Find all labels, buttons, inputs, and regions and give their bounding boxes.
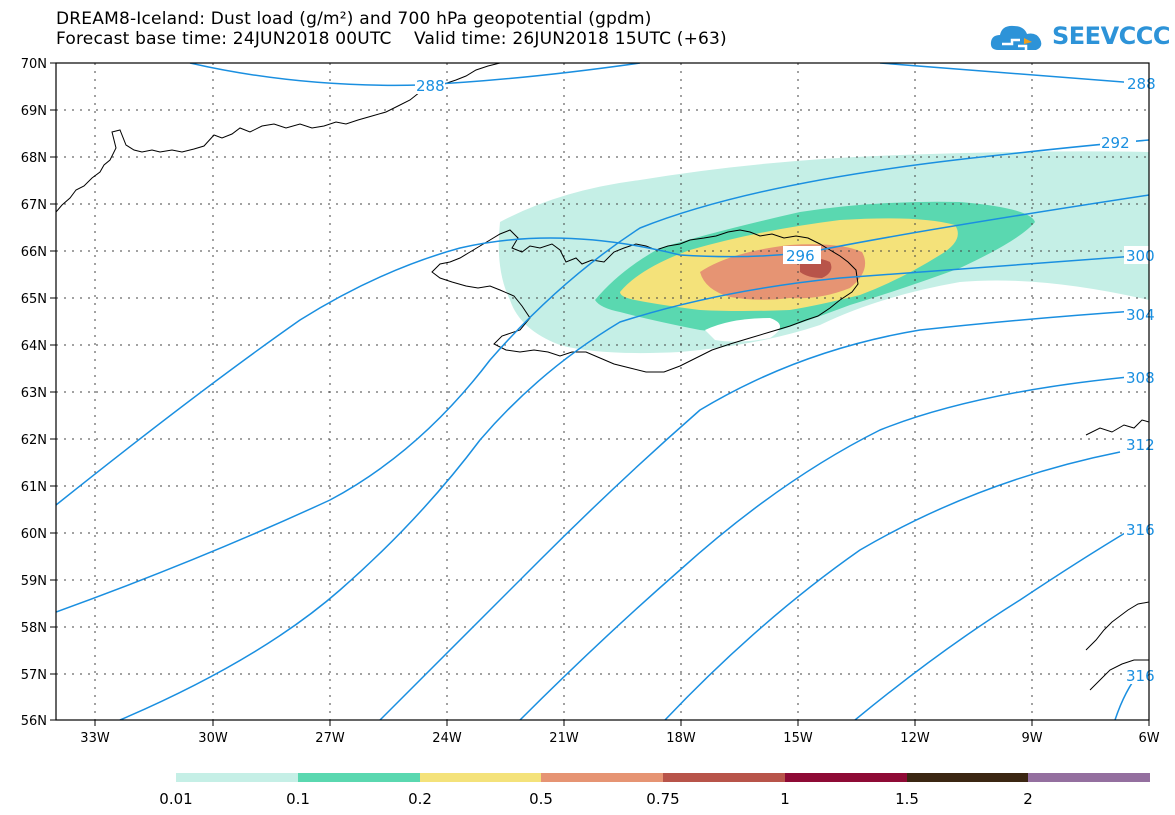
grid-lines xyxy=(56,63,1149,720)
lat-label: 61N xyxy=(21,480,47,495)
lon-label: 24W xyxy=(432,731,462,746)
colorbar: 0.01 0.1 0.2 0.5 0.75 1 1.5 2 xyxy=(0,760,1175,815)
lon-ticks xyxy=(94,720,1150,726)
logo-text: SEEVCCC xyxy=(1052,22,1171,50)
colorbar-segment xyxy=(1028,773,1150,782)
greenland-coast xyxy=(56,63,501,213)
iceland-coast xyxy=(431,229,859,373)
lat-label: 65N xyxy=(21,292,47,307)
contour-308 xyxy=(519,374,1149,720)
colorbar-segment xyxy=(541,773,663,782)
cloud-icon xyxy=(990,25,1042,50)
colorbar-label: 0.01 xyxy=(159,790,193,808)
lat-label: 66N xyxy=(21,245,47,260)
colorbar-label: 0.2 xyxy=(408,790,432,808)
lat-label: 69N xyxy=(21,104,47,119)
dust-level-0.5 xyxy=(700,244,866,300)
contour-label-292: 292 xyxy=(1101,134,1130,152)
contour-label-308: 308 xyxy=(1126,369,1155,387)
lon-label: 21W xyxy=(549,731,579,746)
colorbar-segment xyxy=(420,773,541,782)
lon-label: 30W xyxy=(198,731,228,746)
colorbar-segment xyxy=(663,773,785,782)
lat-label: 58N xyxy=(21,621,47,636)
map-title: DREAM8-Iceland: Dust load (g/m²) and 700… xyxy=(56,9,652,29)
lon-label: 27W xyxy=(315,731,345,746)
contour-304 xyxy=(379,309,1149,720)
lat-label: 60N xyxy=(21,527,47,542)
lon-label: 12W xyxy=(900,731,930,746)
lat-label: 67N xyxy=(21,198,47,213)
colorbar-segment xyxy=(785,773,907,782)
contour-labels: 288 288 292 296 300 304 308 312 316 316 xyxy=(415,74,1156,685)
geopotential-contours xyxy=(56,63,1149,720)
contour-label-288b: 288 xyxy=(1127,75,1156,93)
colorbar-segment xyxy=(298,773,420,782)
contour-label-316b: 316 xyxy=(1126,667,1155,685)
lat-label: 63N xyxy=(21,386,47,401)
contour-296 xyxy=(56,194,1149,506)
map-subtitle: Forecast base time: 24JUN2018 00UTC Vali… xyxy=(56,29,727,49)
lat-label: 57N xyxy=(21,668,47,683)
contour-label-296: 296 xyxy=(786,247,815,265)
lat-ticks xyxy=(50,62,56,721)
contour-label-312: 312 xyxy=(1126,436,1155,454)
lat-label: 56N xyxy=(21,714,47,729)
colorbar-segment xyxy=(907,773,1028,782)
lon-label: 6W xyxy=(1138,731,1159,746)
lon-label: 33W xyxy=(80,731,110,746)
colorbar-label: 1 xyxy=(780,790,790,808)
contour-label-300: 300 xyxy=(1126,247,1155,265)
contour-300 xyxy=(119,254,1149,720)
lat-label: 59N xyxy=(21,574,47,589)
colorbar-label: 2 xyxy=(1023,790,1033,808)
contour-292 xyxy=(56,139,1149,613)
dust-load-shading xyxy=(498,151,1149,354)
coastlines xyxy=(56,63,1149,691)
map-panel: 288 288 292 296 300 304 308 312 316 316 … xyxy=(21,57,1160,746)
lat-label: 68N xyxy=(21,151,47,166)
colorbar-label: 1.5 xyxy=(895,790,919,808)
contour-label-288: 288 xyxy=(416,77,445,95)
lat-label: 64N xyxy=(21,339,47,354)
colorbar-label: 0.75 xyxy=(646,790,680,808)
contour-312 xyxy=(664,451,1121,720)
lon-label: 18W xyxy=(666,731,696,746)
contour-288-b xyxy=(879,63,1149,85)
lon-label: 9W xyxy=(1021,731,1042,746)
white-gap xyxy=(705,318,780,342)
lat-label: 70N xyxy=(21,57,47,72)
norway-coast xyxy=(1085,419,1149,691)
lon-label: 15W xyxy=(783,731,813,746)
contour-316-a xyxy=(854,529,1131,720)
colorbar-segment xyxy=(176,773,298,782)
contour-label-304: 304 xyxy=(1126,306,1155,324)
contour-label-316: 316 xyxy=(1126,521,1155,539)
lat-label: 62N xyxy=(21,433,47,448)
colorbar-label: 0.1 xyxy=(286,790,310,808)
colorbar-label: 0.5 xyxy=(529,790,553,808)
